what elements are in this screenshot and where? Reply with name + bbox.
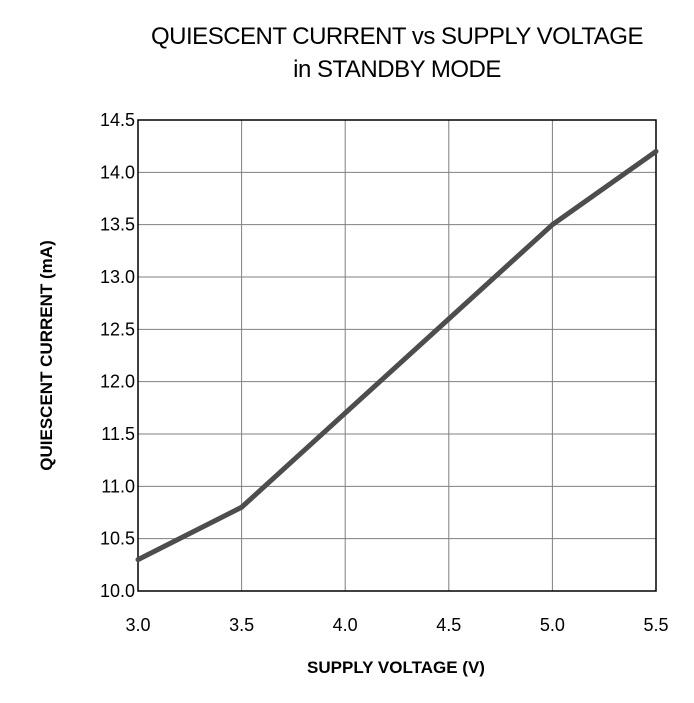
y-tick-label: 14.5 [100,110,135,130]
y-tick-label: 11.5 [101,424,135,444]
y-axis-title: QUIESCENT CURRENT (mA) [37,240,56,470]
x-tick-label: 3.0 [125,615,150,635]
x-tick-label: 4.5 [436,615,461,635]
y-tick-label: 10.5 [100,529,135,549]
data-point [342,410,348,416]
chart-title-line-2: in STANDBY MODE [293,56,501,83]
x-axis-title: SUPPLY VOLTAGE (V) [307,658,485,677]
y-axis-tick-labels: 10.0 10.5 11.0 11.5 12.0 12.5 13.0 13.5 14.0 14.5 [100,110,135,601]
x-axis-tick-labels: 3.0 3.5 4.0 4.5 5.0 5.5 [125,615,668,635]
data-point [446,316,452,322]
y-tick-label: 11.0 [101,476,135,496]
y-tick-label: 13.5 [100,215,135,235]
data-point [653,148,659,154]
y-tick-label: 13.0 [100,267,135,287]
x-tick-label: 5.5 [643,615,668,635]
chart-title-line-1: QUIESCENT CURRENT vs SUPPLY VOLTAGE [151,23,643,50]
x-tick-label: 4.0 [333,615,358,635]
series-line-0 [136,149,658,562]
x-tick-label: 5.0 [540,615,565,635]
y-tick-label: 14.0 [100,162,135,182]
y-tick-label: 10.0 [100,581,135,601]
data-point [549,222,555,228]
chart-title: QUIESCENT CURRENT vs SUPPLY VOLTAGE in S… [0,20,694,86]
plot-area-border [137,119,657,592]
data-point [239,504,245,510]
x-tick-label: 3.5 [229,615,254,635]
y-tick-label: 12.0 [100,372,135,392]
y-tick-label: 12.5 [100,319,135,339]
data-point [135,557,141,563]
series-layer [135,148,659,563]
